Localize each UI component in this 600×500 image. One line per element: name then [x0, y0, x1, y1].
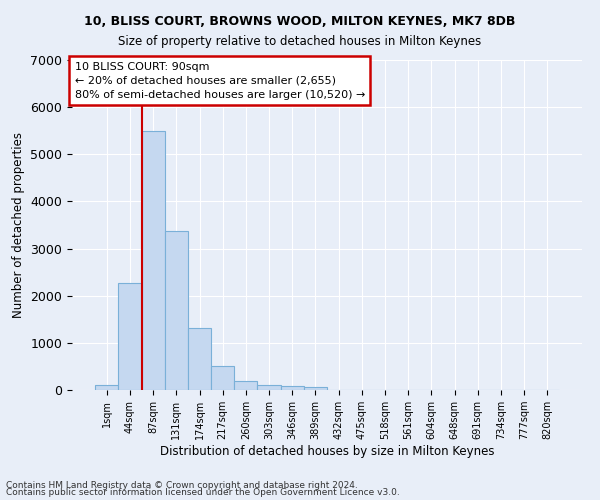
- Bar: [142, 131, 165, 390]
- Bar: [257, 385, 281, 390]
- X-axis label: Distribution of detached houses by size in Milton Keynes: Distribution of detached houses by size …: [160, 445, 494, 458]
- Bar: [211, 366, 234, 390]
- Text: 10 BLISS COURT: 90sqm
← 20% of detached houses are smaller (2,655)
80% of semi-d: 10 BLISS COURT: 90sqm ← 20% of detached …: [74, 62, 365, 100]
- Bar: [95, 386, 118, 390]
- Bar: [234, 381, 257, 390]
- Bar: [165, 230, 188, 390]
- Y-axis label: Number of detached properties: Number of detached properties: [12, 132, 25, 318]
- Text: Size of property relative to detached houses in Milton Keynes: Size of property relative to detached ho…: [118, 35, 482, 48]
- Bar: [118, 282, 142, 390]
- Bar: [281, 386, 304, 390]
- Text: 10, BLISS COURT, BROWNS WOOD, MILTON KEYNES, MK7 8DB: 10, BLISS COURT, BROWNS WOOD, MILTON KEY…: [85, 15, 515, 28]
- Bar: [188, 328, 211, 390]
- Text: Contains HM Land Registry data © Crown copyright and database right 2024.: Contains HM Land Registry data © Crown c…: [6, 480, 358, 490]
- Bar: [304, 386, 327, 390]
- Text: Contains public sector information licensed under the Open Government Licence v3: Contains public sector information licen…: [6, 488, 400, 497]
